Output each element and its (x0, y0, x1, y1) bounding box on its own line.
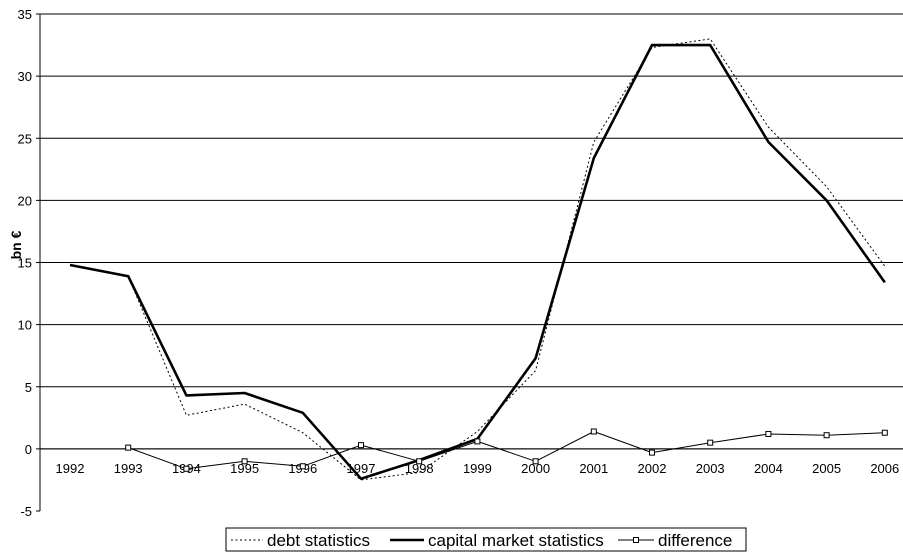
data-point-marker (416, 458, 423, 465)
y-tick-label: 20 (18, 193, 32, 208)
legend-marker (633, 537, 639, 543)
data-point-marker (241, 458, 248, 465)
x-tick-label: 2002 (638, 461, 667, 476)
y-tick-label: 30 (18, 69, 32, 84)
y-tick-label: -5 (20, 504, 32, 519)
x-tick-label: 2000 (521, 461, 550, 476)
y-tick-label: 5 (25, 380, 32, 395)
data-point-marker (358, 442, 364, 449)
legend-label: capital market statistics (428, 531, 604, 550)
legend-label: debt statistics (267, 531, 370, 550)
y-tick-label: 10 (18, 318, 32, 333)
data-point-marker (765, 430, 772, 437)
x-tick-label: 2005 (812, 461, 841, 476)
x-tick-label: 1995 (230, 461, 259, 476)
x-tick-label: 1998 (405, 461, 434, 476)
series-capital-market-statistics (69, 43, 886, 481)
y-axis-label: bn € (8, 230, 24, 259)
gridlines (40, 13, 903, 450)
data-point-marker (474, 438, 481, 445)
data-point-marker (707, 439, 714, 446)
data-point-marker (532, 458, 539, 465)
series-line (69, 43, 886, 481)
data-point-marker (649, 449, 655, 456)
data-point-marker (590, 428, 597, 435)
x-tick-label: 2004 (754, 461, 783, 476)
data-point-marker (299, 463, 306, 470)
y-tick-label: 0 (25, 442, 32, 457)
data-point-marker (823, 432, 830, 439)
legend-box (225, 527, 747, 552)
series-line (69, 38, 886, 481)
data-point-marker (881, 429, 888, 436)
series-line (128, 431, 885, 470)
y-tick-labels: -5 0 5 10 15 20 25 30 35 (18, 7, 40, 519)
series-group (69, 38, 888, 481)
x-tick-label: 2003 (696, 461, 725, 476)
x-tick-label: 2001 (579, 461, 608, 476)
data-point-marker (125, 444, 132, 451)
y-tick-label: 35 (18, 7, 32, 22)
series-difference (125, 428, 888, 472)
legend: debt statistics capital market statistics… (225, 527, 747, 552)
series-debt-statistics (69, 38, 886, 481)
y-tick-label: 15 (18, 256, 32, 271)
x-tick-label: 2006 (870, 461, 899, 476)
y-tick-label: 25 (18, 131, 32, 146)
legend-label: difference (658, 531, 732, 550)
x-tick-label: 1993 (114, 461, 143, 476)
data-point-marker (183, 465, 190, 472)
x-tick-labels: 1992199319941995199619971998199920002001… (56, 461, 900, 476)
x-tick-label: 1999 (463, 461, 492, 476)
x-tick-label: 1992 (56, 461, 85, 476)
